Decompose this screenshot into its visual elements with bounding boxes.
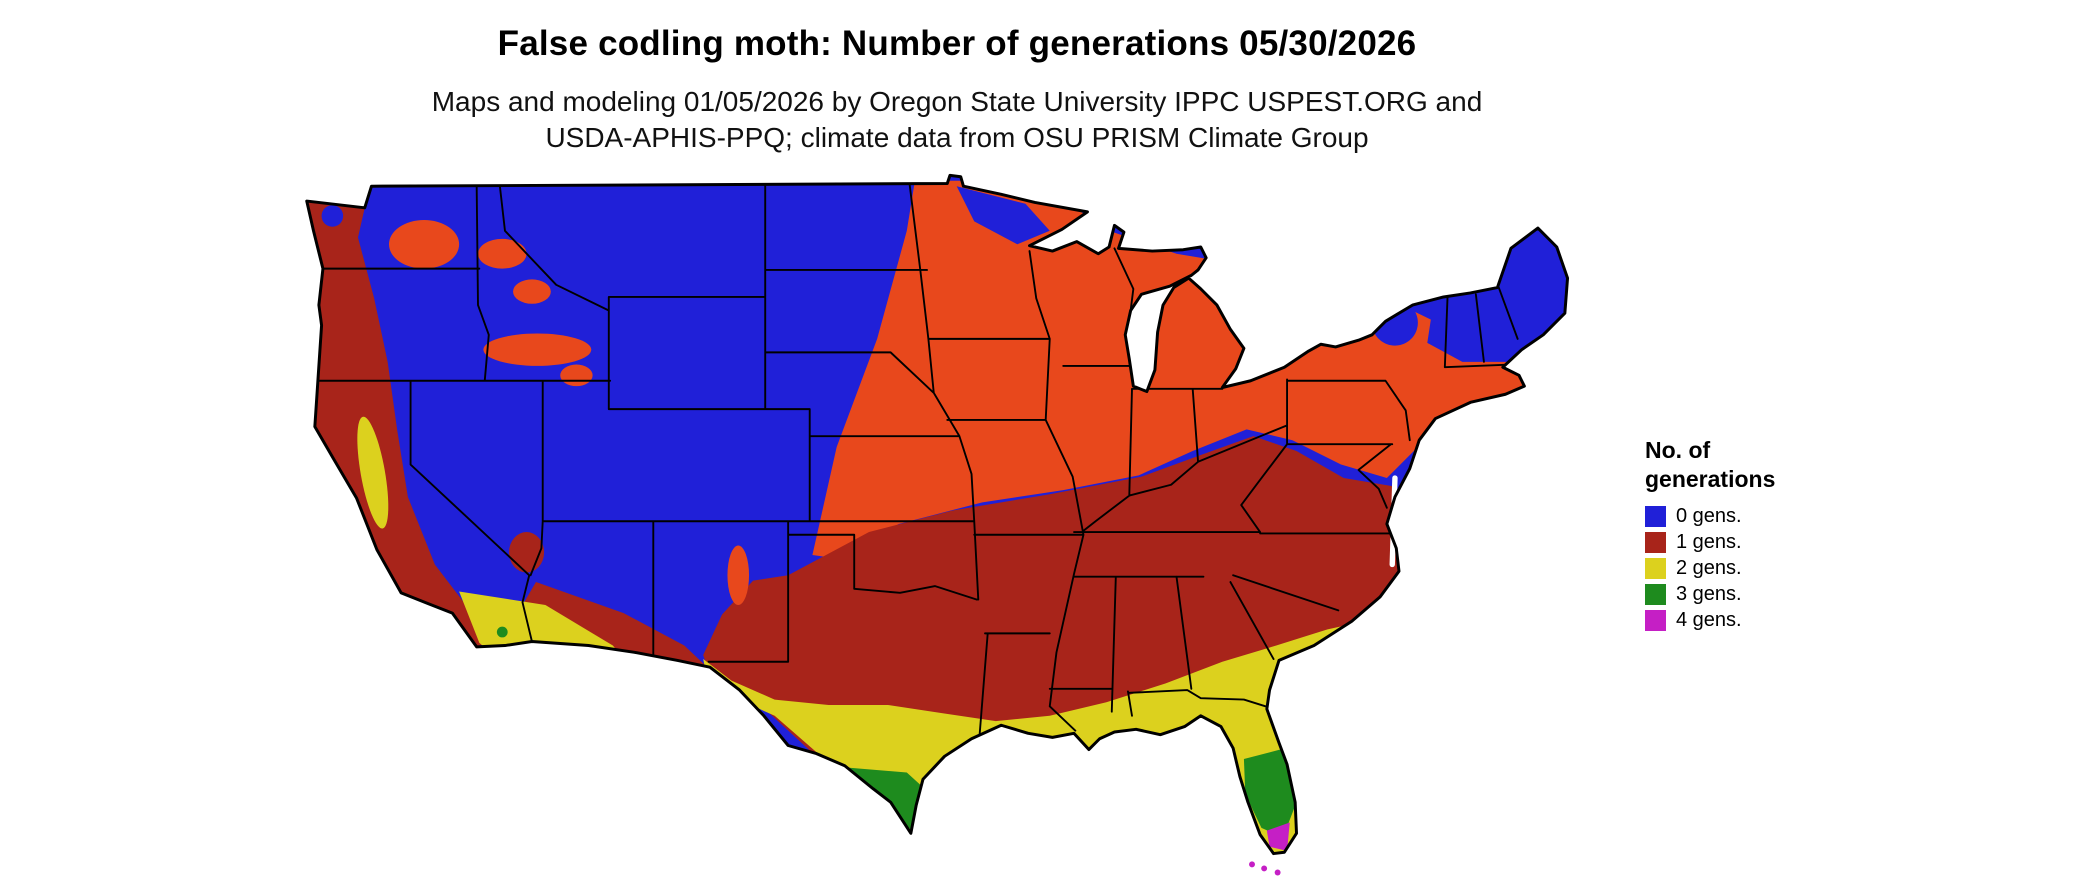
map-region-transition-snake-plain [483, 333, 592, 366]
map-region-transition-salt-lake [560, 364, 593, 387]
map-region-transition-columbia-basin [388, 219, 460, 269]
map-region-transition-west-montana [513, 279, 551, 304]
legend-item-label: 3 gens. [1676, 582, 1742, 605]
legend-color-swatch [1645, 609, 1666, 631]
legend-color-swatch [1645, 505, 1666, 527]
map-region-3-gens-florida [1243, 749, 1297, 838]
map-region-transition-band [812, 180, 1528, 560]
header: False codling moth: Number of generation… [0, 24, 1914, 156]
legend-item-label: 4 gens. [1676, 608, 1742, 631]
page-title: False codling moth: Number of generation… [497, 24, 1417, 63]
map-region-0-gens-north-minnesota [956, 186, 1050, 245]
map-region-1-gens-west-coast [306, 201, 503, 647]
legend-title: No. of generations [1645, 436, 1865, 494]
legend-item-label: 0 gens. [1676, 504, 1742, 527]
subtitle-line-1: Maps and modeling 01/05/2026 by Oregon S… [431, 86, 1483, 117]
map-region-3-gens-speck-2 [573, 686, 585, 697]
map-region-3-gens-speck-5 [639, 713, 648, 722]
legend-item-label: 2 gens. [1676, 556, 1742, 579]
legend: No. of generations 0 gens. 1 gens. 2 gens.… [1645, 436, 1865, 633]
map-region-transition-north-idaho [477, 238, 527, 269]
map-region-3-gens-speck-1 [496, 626, 508, 638]
map-region-3-gens-south-texas [842, 767, 922, 832]
legend-color-swatch [1645, 531, 1666, 553]
map-region-4-gens-keys-2 [1261, 865, 1268, 872]
map-region-transition-rio-grande-valley [727, 545, 750, 606]
legend-items: 0 gens. 1 gens. 2 gens. 3 gens. 4 gens. [1645, 503, 1865, 633]
map-container [300, 170, 1608, 886]
legend-item: 0 gens. [1645, 503, 1865, 529]
us-outline [305, 173, 1570, 856]
map-region-3-gens-speck-4 [527, 654, 536, 664]
map-region-4-gens-keys-1 [1249, 861, 1255, 868]
legend-item: 4 gens. [1645, 607, 1865, 633]
legend-item: 3 gens. [1645, 581, 1865, 607]
map-region-1-gens-arizona-band [522, 582, 709, 674]
legend-title-line-2: generations [1645, 466, 1776, 492]
map-region-0-gens-new-england [1427, 224, 1568, 362]
subtitle: Maps and modeling 01/05/2026 by Oregon S… [0, 84, 1914, 156]
subtitle-line-2: USDA-APHIS-PPQ; climate data from OSU PR… [545, 122, 1369, 153]
map-region-3-gens-speck-3 [611, 703, 625, 718]
legend-item: 1 gens. [1645, 529, 1865, 555]
map-region-2-gens-central-valley [357, 416, 389, 529]
map-region-4-gens-keys-3 [1274, 869, 1281, 876]
legend-color-swatch [1645, 557, 1666, 579]
legend-color-swatch [1645, 583, 1666, 605]
state-borders [312, 182, 1519, 736]
chesapeake-bay [1389, 475, 1398, 568]
legend-title-line-1: No. of [1645, 437, 1711, 463]
map-region-0-gens-olympics [321, 205, 344, 227]
map-region-4-gens-south-florida [1266, 822, 1290, 851]
us-generations-map [305, 173, 1570, 876]
legend-item: 2 gens. [1645, 555, 1865, 581]
legend-item-label: 1 gens. [1676, 530, 1742, 553]
